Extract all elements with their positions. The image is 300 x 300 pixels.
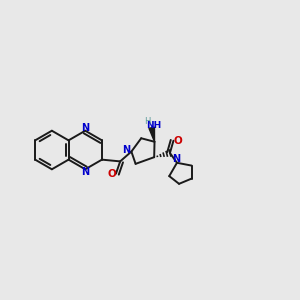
Polygon shape [149,127,154,142]
Text: N: N [122,145,130,155]
Text: N: N [81,167,89,177]
Text: NH: NH [146,122,161,130]
Text: O: O [174,136,183,146]
Text: N: N [81,123,89,133]
Text: H: H [144,117,151,126]
Text: O: O [107,169,116,179]
Text: N: N [172,154,181,164]
